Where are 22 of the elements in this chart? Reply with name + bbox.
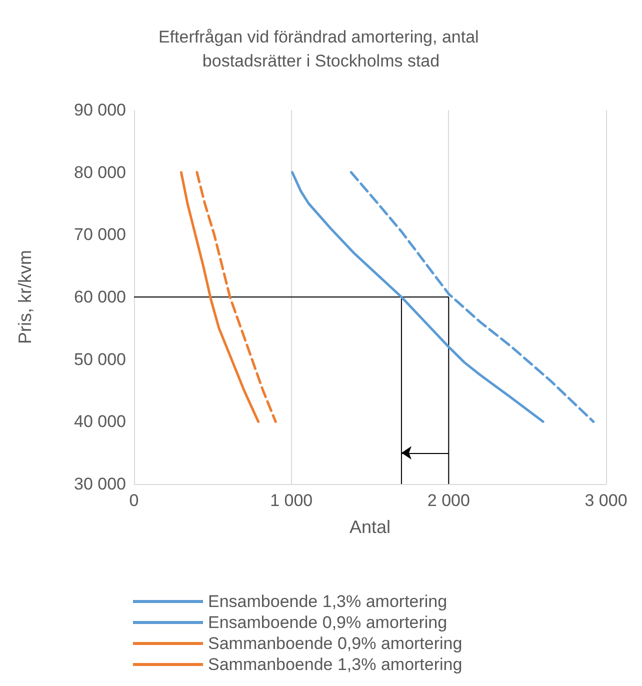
x-tick-label: 0 (129, 491, 139, 510)
legend-label: Ensamboende 0,9% amortering (208, 613, 448, 632)
legend-label: Ensamboende 1,3% amortering (208, 592, 448, 611)
line-series (350, 171, 595, 423)
line-series (180, 171, 260, 423)
y-tick-label: 30 000 (74, 474, 126, 494)
y-tick-label: 80 000 (74, 162, 126, 182)
legend-label: Sammanboende 0,9% amortering (208, 634, 462, 653)
chart-title: Efterfrågan vid förändrad amortering, antal bostadsrätter i Stockholms stad (158, 28, 484, 70)
y-tick-label: 40 000 (74, 412, 126, 432)
x-axis-title: Antal (349, 517, 391, 537)
y-tick-label: 90 000 (74, 100, 126, 120)
y-tick-label: 70 000 (74, 225, 126, 244)
line-series (196, 171, 277, 423)
x-tick-label: 3 000 (584, 491, 628, 510)
line-series (291, 171, 544, 423)
legend-label: Sammanboende 1,3% amortering (208, 655, 462, 674)
y-tick-label: 60 000 (74, 288, 126, 306)
y-tick-label: 50 000 (74, 350, 126, 369)
x-tick-label: 2 000 (427, 491, 470, 510)
x-tick-label: 1 000 (270, 491, 313, 510)
y-axis-title: Pris, kr/kvm (15, 250, 35, 344)
